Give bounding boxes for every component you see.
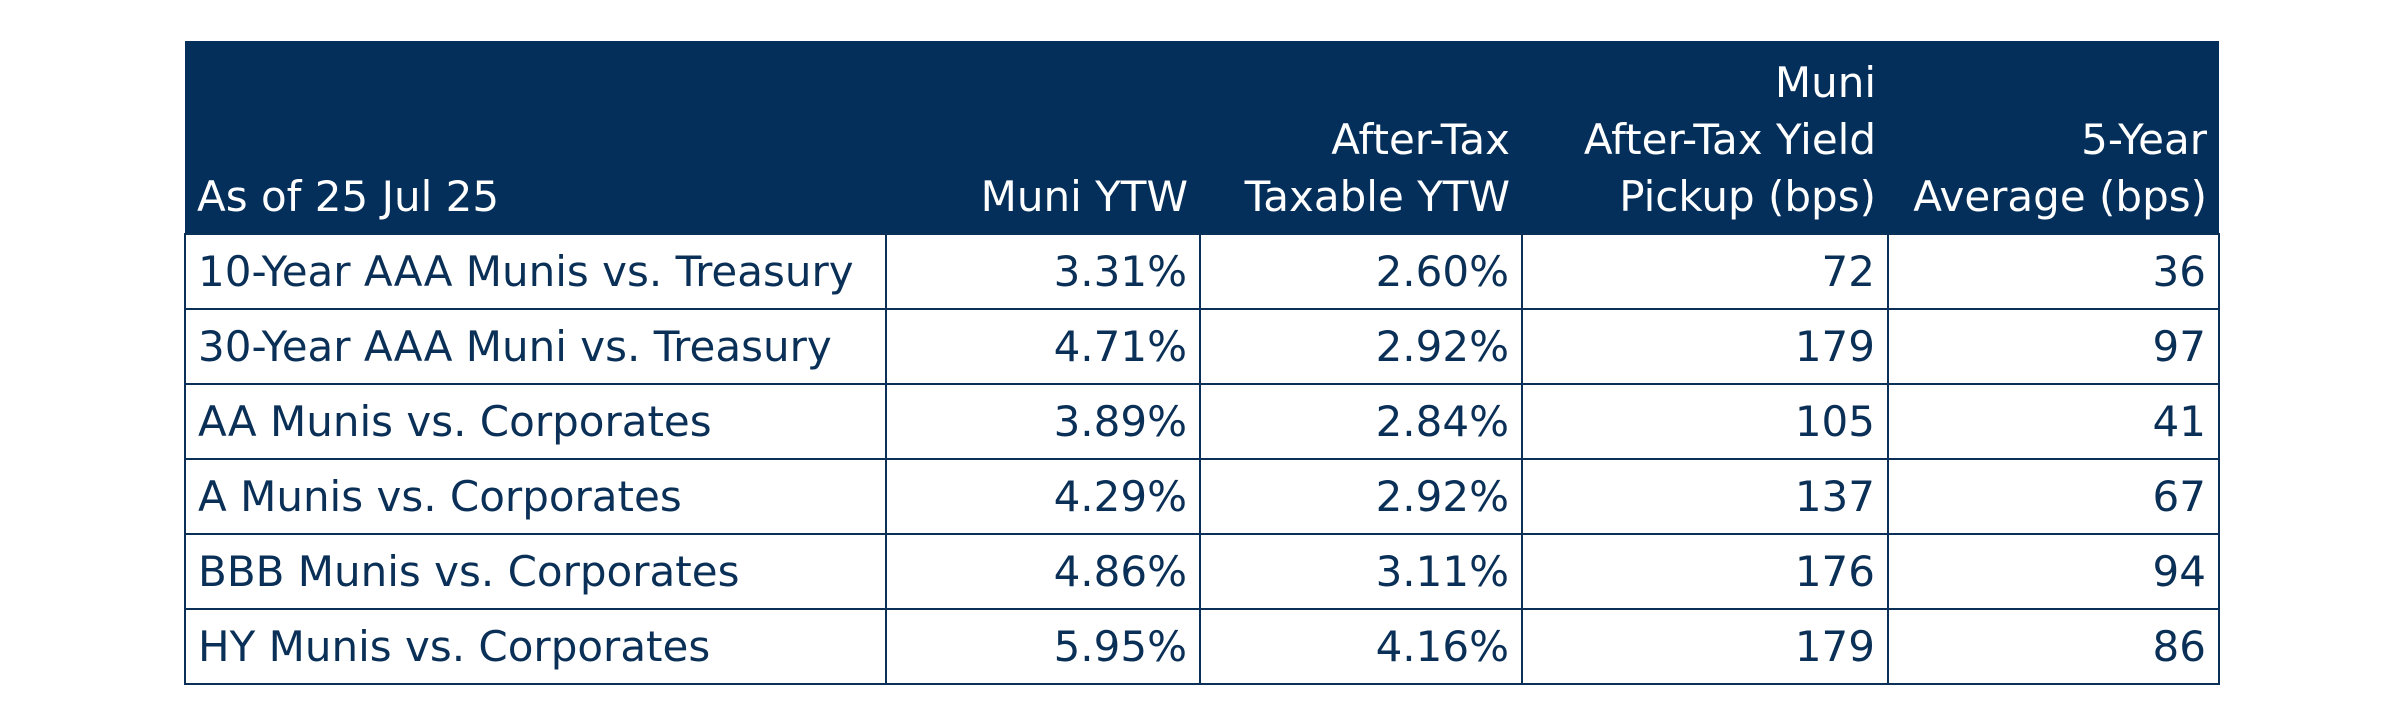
header-line: Pickup (bps) [1619, 172, 1876, 221]
five-year-average-cell: 94 [1887, 533, 2220, 610]
table-row: HY Munis vs. Corporates 5.95% 4.16% 179 … [184, 608, 2220, 685]
yield-pickup-cell: 179 [1521, 308, 1889, 385]
after-tax-taxable-ytw-cell: 3.11% [1199, 533, 1523, 610]
header-line: After-Tax Yield [1583, 115, 1876, 164]
table-row: 30-Year AAA Muni vs. Treasury 4.71% 2.92… [184, 308, 2220, 385]
header-muni-ytw: Muni YTW [886, 41, 1200, 234]
row-label: HY Munis vs. Corporates [184, 608, 887, 685]
yield-pickup-cell: 72 [1521, 233, 1889, 310]
row-label: A Munis vs. Corporates [184, 458, 887, 535]
five-year-average-cell: 41 [1887, 383, 2220, 460]
header-line: Average (bps) [1913, 172, 2207, 221]
row-label: 10-Year AAA Munis vs. Treasury [184, 233, 887, 310]
header-line: Muni YTW [980, 172, 1188, 221]
table-header: As of 25 Jul 25 Muni YTW After-Tax Taxab… [185, 41, 2219, 234]
table-row: A Munis vs. Corporates 4.29% 2.92% 137 6… [184, 458, 2220, 535]
after-tax-taxable-ytw-cell: 2.92% [1199, 458, 1523, 535]
row-label: AA Munis vs. Corporates [184, 383, 887, 460]
header-as-of-date: As of 25 Jul 25 [185, 41, 886, 234]
muni-ytw-cell: 5.95% [885, 608, 1201, 685]
after-tax-taxable-ytw-cell: 2.84% [1199, 383, 1523, 460]
muni-yield-comparison-table: As of 25 Jul 25 Muni YTW After-Tax Taxab… [184, 41, 2220, 685]
header-line: 5-Year [2081, 115, 2207, 164]
header-five-year-average: 5-Year Average (bps) [1888, 41, 2219, 234]
header-line: Muni [1774, 58, 1876, 107]
five-year-average-cell: 67 [1887, 458, 2220, 535]
five-year-average-cell: 36 [1887, 233, 2220, 310]
yield-pickup-cell: 137 [1521, 458, 1889, 535]
header-line: As of 25 Jul 25 [197, 172, 500, 221]
after-tax-taxable-ytw-cell: 2.60% [1199, 233, 1523, 310]
row-label: 30-Year AAA Muni vs. Treasury [184, 308, 887, 385]
muni-ytw-cell: 4.71% [885, 308, 1201, 385]
row-label: BBB Munis vs. Corporates [184, 533, 887, 610]
muni-ytw-cell: 4.86% [885, 533, 1201, 610]
header-line: After-Tax [1331, 115, 1510, 164]
muni-ytw-cell: 3.89% [885, 383, 1201, 460]
after-tax-taxable-ytw-cell: 4.16% [1199, 608, 1523, 685]
table-body: 10-Year AAA Munis vs. Treasury 3.31% 2.6… [184, 233, 2220, 685]
header-row: As of 25 Jul 25 Muni YTW After-Tax Taxab… [185, 41, 2219, 234]
table-row: 10-Year AAA Munis vs. Treasury 3.31% 2.6… [184, 233, 2220, 310]
muni-ytw-cell: 4.29% [885, 458, 1201, 535]
table-row: AA Munis vs. Corporates 3.89% 2.84% 105 … [184, 383, 2220, 460]
yield-pickup-cell: 179 [1521, 608, 1889, 685]
five-year-average-cell: 97 [1887, 308, 2220, 385]
muni-ytw-cell: 3.31% [885, 233, 1201, 310]
header-after-tax-taxable-ytw: After-Tax Taxable YTW [1200, 41, 1522, 234]
yield-pickup-cell: 176 [1521, 533, 1889, 610]
table-row: BBB Munis vs. Corporates 4.86% 3.11% 176… [184, 533, 2220, 610]
header-yield-pickup: Muni After-Tax Yield Pickup (bps) [1522, 41, 1888, 234]
yield-pickup-cell: 105 [1521, 383, 1889, 460]
after-tax-taxable-ytw-cell: 2.92% [1199, 308, 1523, 385]
header-line: Taxable YTW [1244, 172, 1510, 221]
five-year-average-cell: 86 [1887, 608, 2220, 685]
